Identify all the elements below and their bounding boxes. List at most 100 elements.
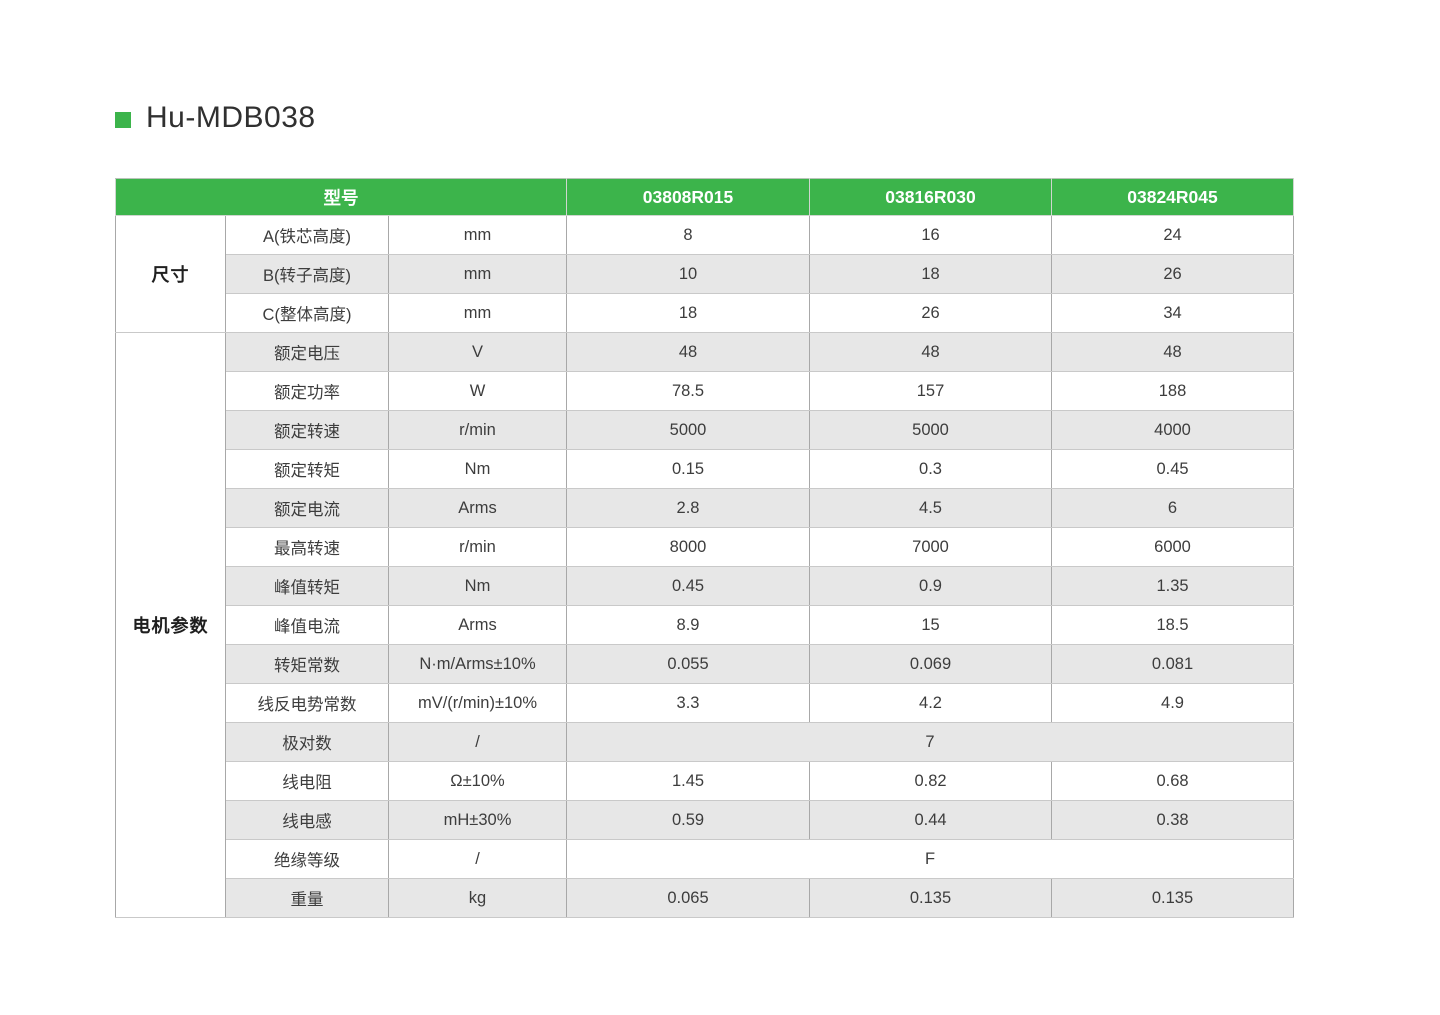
param-name-cell: 额定电压 [225, 332, 389, 372]
model-column-label: 型号 [115, 178, 567, 216]
param-name-cell: 额定电流 [225, 488, 389, 528]
table-row: 线电感 mH±30% 0.59 0.44 0.38 [116, 800, 1294, 840]
value-cell: 0.82 [809, 761, 1052, 801]
param-name-cell: 转矩常数 [225, 644, 389, 684]
value-cell: 1.35 [1051, 566, 1294, 606]
table-row: 额定转速 r/min 5000 5000 4000 [116, 410, 1294, 450]
table-row: B(转子高度) mm 10 18 26 [116, 254, 1294, 294]
value-cell: 6 [1051, 488, 1294, 528]
value-cell: 188 [1051, 371, 1294, 411]
param-name-cell: 线电感 [225, 800, 389, 840]
value-cell: 8000 [566, 527, 810, 567]
value-cell: 3.3 [566, 683, 810, 723]
value-cell: 7000 [809, 527, 1052, 567]
unit-cell: V [388, 332, 567, 372]
value-cell: 16 [809, 215, 1052, 255]
table-row: 重量 kg 0.065 0.135 0.135 [116, 878, 1294, 918]
value-cell: 5000 [566, 410, 810, 450]
unit-cell: Nm [388, 566, 567, 606]
section-label: 尺寸 [115, 215, 226, 333]
unit-cell: N·m/Arms±10% [388, 644, 567, 684]
value-cell: 0.055 [566, 644, 810, 684]
value-cell: 157 [809, 371, 1052, 411]
value-cell: 34 [1051, 293, 1294, 333]
value-cell: 0.44 [809, 800, 1052, 840]
param-name-cell: 额定转矩 [225, 449, 389, 489]
table-header-row: 型号 03808R015 03816R030 03824R045 [115, 178, 1294, 216]
table-row: 峰值电流 Arms 8.9 15 18.5 [116, 605, 1294, 645]
value-cell: 15 [809, 605, 1052, 645]
table-row: 额定功率 W 78.5 157 188 [116, 371, 1294, 411]
param-name-cell: 绝缘等级 [225, 839, 389, 879]
value-cell: 78.5 [566, 371, 810, 411]
unit-cell: / [388, 722, 567, 762]
table-row: 额定转矩 Nm 0.15 0.3 0.45 [116, 449, 1294, 489]
unit-cell: mH±30% [388, 800, 567, 840]
value-cell: 26 [809, 293, 1052, 333]
unit-cell: r/min [388, 527, 567, 567]
value-cell: 18 [809, 254, 1052, 294]
value-cell: 0.065 [566, 878, 810, 918]
param-name-cell: 线反电势常数 [225, 683, 389, 723]
table-row: C(整体高度) mm 18 26 34 [116, 293, 1294, 333]
table-row: 线电阻 Ω±10% 1.45 0.82 0.68 [116, 761, 1294, 801]
unit-cell: mm [388, 293, 567, 333]
param-name-cell: 线电阻 [225, 761, 389, 801]
title-bullet-icon [115, 111, 131, 128]
param-name-cell: B(转子高度) [225, 254, 389, 294]
unit-cell: mm [388, 254, 567, 294]
value-cell: 7 [566, 722, 1294, 762]
param-name-cell: 峰值电流 [225, 605, 389, 645]
param-name-cell: C(整体高度) [225, 293, 389, 333]
unit-cell: W [388, 371, 567, 411]
section-label: 电机参数 [115, 332, 226, 918]
unit-cell: mV/(r/min)±10% [388, 683, 567, 723]
table-row: 尺寸 A(铁芯高度) mm 8 16 24 [115, 215, 1294, 333]
value-cell: 6000 [1051, 527, 1294, 567]
value-cell: 0.069 [809, 644, 1052, 684]
value-cell: 26 [1051, 254, 1294, 294]
value-cell: 18.5 [1051, 605, 1294, 645]
value-cell: 0.59 [566, 800, 810, 840]
model-header-2: 03816R030 [809, 178, 1052, 216]
spec-table: 型号 03808R015 03816R030 03824R045 尺寸 A(铁芯高… [115, 178, 1294, 918]
value-cell: 0.135 [809, 878, 1052, 918]
table-row: 极对数/7 [116, 722, 1294, 762]
value-cell: 0.68 [1051, 761, 1294, 801]
table-row: 最高转速 r/min 8000 7000 6000 [116, 527, 1294, 567]
value-cell: 0.081 [1051, 644, 1294, 684]
unit-cell: Arms [388, 605, 567, 645]
value-cell: F [566, 839, 1294, 879]
model-header-1: 03808R015 [566, 178, 810, 216]
param-name-cell: 最高转速 [225, 527, 389, 567]
param-name-cell: 极对数 [225, 722, 389, 762]
unit-cell: r/min [388, 410, 567, 450]
unit-cell: Arms [388, 488, 567, 528]
table-row: 线反电势常数 mV/(r/min)±10% 3.3 4.2 4.9 [116, 683, 1294, 723]
table-row: 峰值转矩 Nm 0.45 0.9 1.35 [116, 566, 1294, 606]
value-cell: 0.3 [809, 449, 1052, 489]
table-row: 电机参数 额定电压 V 48 48 48 [115, 332, 1294, 918]
value-cell: 0.38 [1051, 800, 1294, 840]
value-cell: 4000 [1051, 410, 1294, 450]
value-cell: 0.135 [1051, 878, 1294, 918]
table-row: 额定电流 Arms 2.8 4.5 6 [116, 488, 1294, 528]
model-header-3: 03824R045 [1051, 178, 1294, 216]
table-row: 转矩常数 N·m/Arms±10% 0.055 0.069 0.081 [116, 644, 1294, 684]
unit-cell: / [388, 839, 567, 879]
value-cell: 10 [566, 254, 810, 294]
value-cell: 18 [566, 293, 810, 333]
value-cell: 48 [809, 332, 1052, 372]
value-cell: 0.15 [566, 449, 810, 489]
table-row: 绝缘等级 / F [116, 839, 1294, 879]
value-cell: 24 [1051, 215, 1294, 255]
value-cell: 0.45 [566, 566, 810, 606]
param-name-cell: 额定转速 [225, 410, 389, 450]
value-cell: 4.5 [809, 488, 1052, 528]
param-name-cell: A(铁芯高度) [225, 215, 389, 255]
value-cell: 5000 [809, 410, 1052, 450]
value-cell: 4.9 [1051, 683, 1294, 723]
page-title: Hu-MDB038 [146, 101, 316, 134]
value-cell: 4.2 [809, 683, 1052, 723]
param-name-cell: 峰值转矩 [225, 566, 389, 606]
